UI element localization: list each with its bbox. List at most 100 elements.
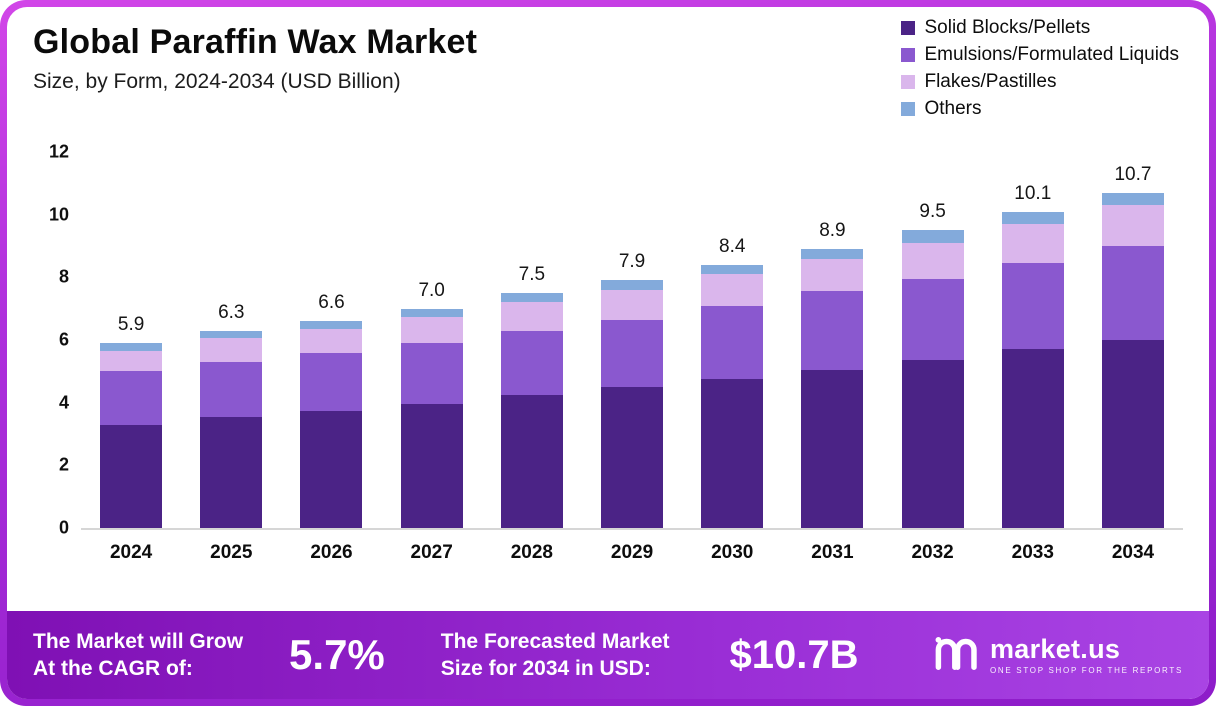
bar-total-label: 9.5: [919, 201, 946, 223]
x-axis-label: 2027: [410, 542, 453, 563]
stacked-bar: [601, 280, 664, 528]
bar-total-label: 8.4: [719, 235, 746, 257]
legend: Solid Blocks/Pellets Emulsions/Formulated…: [901, 17, 1179, 120]
bar-total-label: 7.0: [418, 279, 445, 301]
stacked-bar: [801, 249, 864, 528]
bar-segment: [701, 274, 764, 306]
x-axis-label: 2028: [510, 542, 553, 563]
stacked-bar: [300, 321, 363, 528]
legend-label: Solid Blocks/Pellets: [924, 17, 1091, 38]
bar-segment: [901, 230, 964, 243]
stacked-bar: [1001, 211, 1064, 528]
y-tick-label: 0: [58, 517, 69, 538]
x-axis-labels: 2024 2025 2026 2027 2028 2029 2030 2031 2032 2033…: [81, 542, 1183, 564]
bar-segment: [300, 321, 363, 330]
bar-column: 5.9: [81, 152, 181, 528]
bar-column: 6.6: [281, 152, 381, 528]
page-subtitle: Size, by Form, 2024-2034 (USD Billion): [33, 70, 401, 93]
x-axis-label: 2026: [310, 542, 353, 563]
bar-segment: [901, 360, 964, 528]
stacked-bar: [901, 230, 964, 528]
y-tick-label: 2: [58, 454, 69, 475]
bar-segment: [801, 369, 864, 528]
stacked-bar: [100, 343, 163, 528]
x-axis-label: 2032: [911, 542, 954, 563]
bar-segment: [1101, 340, 1164, 528]
bar-segment: [701, 305, 764, 380]
bar-column: 7.5: [482, 152, 582, 528]
y-tick-label: 6: [58, 329, 69, 350]
x-axis-spacer: [33, 542, 81, 564]
x-axis-label: 2034: [1111, 542, 1155, 563]
bar-segment: [300, 410, 363, 528]
bar-column: 7.9: [582, 152, 682, 528]
stacked-bar: [200, 330, 263, 528]
y-tick-label: 12: [48, 141, 69, 162]
bar-column: 8.4: [682, 152, 782, 528]
forecast-label-line1: The Forecasted Market: [440, 629, 670, 653]
cagr-label: The Market will Grow At the CAGR of:: [33, 628, 243, 683]
bar-segment: [200, 361, 263, 417]
x-axis-label: 2025: [210, 542, 253, 563]
legend-swatch: [901, 75, 916, 89]
x-axis-label: 2033: [1011, 542, 1054, 563]
plot-area: 5.9 6.3 6.6 7.0 7.5 7.9 8.4 8.9 9.5 10.1 10.7: [81, 152, 1183, 530]
bar-column: 8.9: [782, 152, 882, 528]
bar-segment: [400, 308, 463, 317]
y-tick-label: 10: [48, 204, 69, 225]
bar-column: 10.1: [983, 152, 1083, 528]
bar-segment: [100, 371, 163, 425]
bar-segment: [1101, 246, 1164, 340]
footer-banner: The Market will Grow At the CAGR of: 5.7…: [7, 611, 1209, 699]
bar-segment: [200, 338, 263, 362]
bar-total-label: 5.9: [117, 314, 145, 336]
bar-total-label: 10.7: [1114, 163, 1152, 185]
bar-total-label: 8.9: [819, 220, 846, 242]
cagr-value: 5.7%: [289, 631, 385, 678]
chart: 0 2 4 6 8 10 12 5.9 6.3 6.6 7.0 7.5 7.9 8.4 8.9 9.5 10.…: [33, 142, 1183, 538]
y-axis: 0 2 4 6 8 10 12: [33, 142, 81, 538]
bar-segment: [601, 289, 664, 320]
bar-segment: [200, 330, 263, 339]
x-axis-label: 2031: [811, 542, 854, 563]
bar-segment: [701, 264, 764, 275]
legend-item: Flakes/Pastilles: [901, 71, 1179, 93]
bar-segment: [400, 343, 463, 405]
bar-column: 9.5: [883, 152, 983, 528]
market-us-logo-icon: [934, 635, 980, 676]
legend-item: Emulsions/Formulated Liquids: [901, 44, 1179, 66]
y-tick-label: 8: [58, 266, 69, 287]
bar-segment: [1001, 263, 1064, 350]
legend-swatch: [901, 102, 916, 116]
stacked-bar: [500, 293, 563, 528]
bar-segment: [801, 291, 864, 370]
bar-segment: [500, 293, 563, 303]
market-us-brand: market.us ONE STOP SHOP FOR THE REPORTS: [934, 635, 1183, 676]
bar-total-label: 10.1: [1014, 182, 1052, 204]
bar-segment: [100, 350, 163, 372]
legend-item: Others: [901, 98, 1179, 120]
bar-segment: [901, 242, 964, 279]
bar-segment: [601, 319, 664, 387]
forecast-label: The Forecasted Market Size for 2034 in U…: [441, 628, 670, 683]
bar-segment: [100, 424, 163, 528]
cagr-label-line1: The Market will Grow: [33, 629, 244, 653]
legend-item: Solid Blocks/Pellets: [901, 17, 1179, 39]
bar-segment: [601, 280, 664, 290]
bar-column: 7.0: [382, 152, 482, 528]
brand-tagline: ONE STOP SHOP FOR THE REPORTS: [989, 665, 1183, 675]
legend-label: Flakes/Pastilles: [924, 71, 1057, 92]
legend-label: Emulsions/Formulated Liquids: [924, 44, 1179, 65]
x-axis: 2024 2025 2026 2027 2028 2029 2030 2031 2032 2033…: [33, 542, 1183, 564]
stacked-bar: [400, 308, 463, 528]
bar-segment: [1001, 224, 1064, 264]
report-panel: Global Paraffin Wax Market Size, by Form…: [7, 7, 1209, 699]
forecast-value: $10.7B: [729, 632, 859, 677]
bar-segment: [500, 394, 563, 528]
x-axis-label: 2030: [711, 542, 754, 563]
bar-segment: [601, 387, 664, 528]
stacked-bar: [701, 264, 764, 528]
bar-segment: [200, 416, 263, 528]
bar-segment: [701, 379, 764, 528]
bar-segment: [500, 302, 563, 331]
